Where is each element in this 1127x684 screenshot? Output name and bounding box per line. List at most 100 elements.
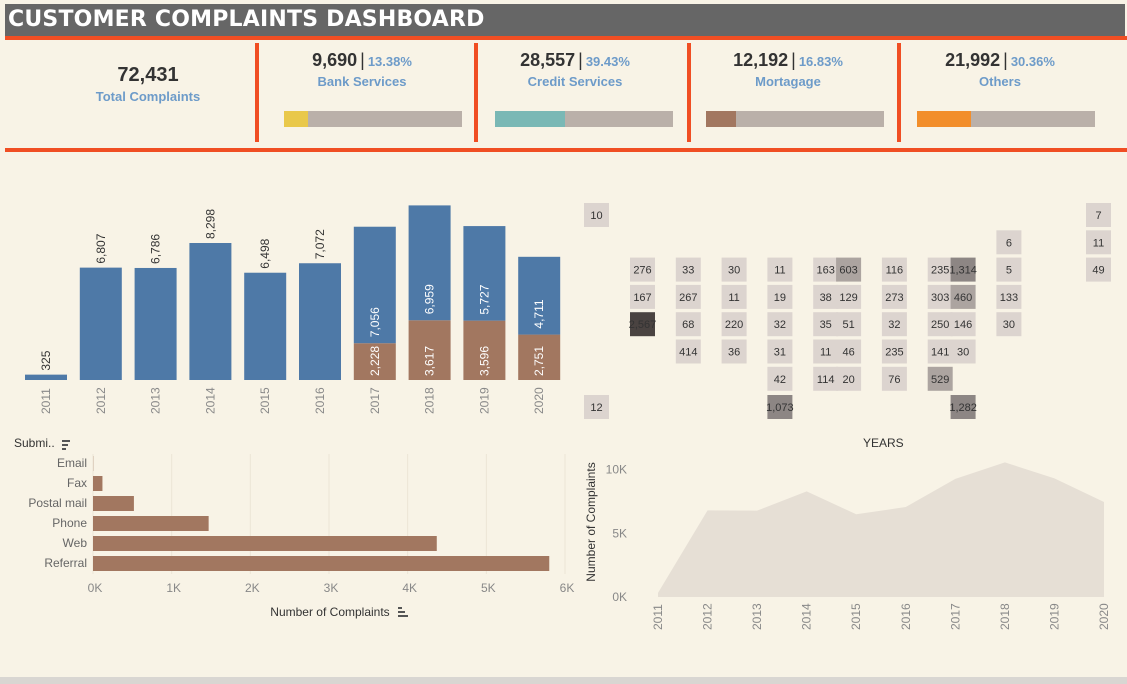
heatmap-cell [584,395,609,419]
heatmap-value: 38 [820,292,832,304]
heatmap-cell [675,312,701,337]
heatmap-cell [1086,257,1111,282]
y-axis-title: Number of Complaints [584,462,598,581]
heatmap-cell [767,339,793,364]
heatmap-value: 32 [888,319,900,331]
heatmap-cell [767,312,793,337]
heatmap-cell [927,312,953,337]
x-tick-label: 2019 [1047,603,1061,630]
heatmap-value: 30 [1003,319,1015,331]
bar-segment-secondary [463,320,506,380]
progress-fill [917,111,972,127]
mortgage-progress [706,111,884,127]
data-label: 7,056 [368,307,382,337]
bank-services-progress [284,111,462,127]
heatmap-value: 2,567 [629,319,657,331]
x-tick-label: 2017 [948,603,962,630]
heatmap-cell [881,339,907,364]
dashboard-title: CUSTOMER COMPLAINTS DASHBOARD [8,7,485,32]
channel-bar [93,536,437,551]
bar-segment-primary [25,374,67,380]
x-tick-label: 1K [166,581,181,595]
heatmap-value: 167 [633,292,651,304]
heatmap-cell [836,284,862,309]
sort-icon [62,444,68,446]
data-label: 2,228 [368,346,382,376]
yearly-bar-chart: 325 2011 6,807 2012 6,786 2013 8,298 2014 6,498 2… [25,205,561,414]
kpi-total-value: 72,431 [117,64,179,86]
horizontal-scrollbar[interactable] [0,677,1127,684]
heatmap-value: 6 [1006,237,1012,249]
kpi-value: 12,192 [733,50,789,70]
kpi-percent: 16.83% [798,54,843,69]
heatmap-value: 30 [957,347,969,359]
heatmap-value: 33 [682,265,694,277]
heatmap-value: 30 [728,265,740,277]
bar-segment-primary [134,267,177,380]
kpi-value: 9,690 [312,50,358,70]
heatmap-value: 141 [931,347,949,359]
data-label: 2,751 [532,346,546,376]
x-tick-label: 2018 [998,603,1012,630]
heatmap-cell [927,366,953,391]
heatmap-value: 11 [728,292,739,304]
y-category-label: Phone [52,516,87,530]
channel-header: Submi.. [14,436,55,450]
heatmap-value: 276 [633,265,651,277]
bar-segment-primary [408,205,451,321]
heatmap-value: 20 [842,374,854,386]
bar-segment-primary [518,256,561,335]
kpi-percent: 39.43% [585,54,630,69]
heatmap-cell [996,312,1022,337]
heatmap-cell [881,284,907,309]
kpi-divider: | [791,50,796,70]
heatmap-value: 49 [1092,265,1104,277]
heatmap-cell [630,257,655,282]
kpi-separator [474,43,478,142]
heatmap-cell [927,257,953,282]
channel-bar [93,516,209,531]
kpi-label: Others [979,74,1021,89]
sort-icon [398,607,402,609]
heatmap-cell [927,284,953,309]
y-category-label: Email [57,456,87,470]
heatmap-value: 250 [931,319,949,331]
heatmap-value: 267 [679,292,697,304]
x-tick-label: 2012 [701,603,715,630]
heatmap-axis-label: YEARS [863,436,904,450]
heatmap-cell [767,284,793,309]
heatmap-value: 68 [682,319,694,331]
data-label: 325 [39,350,53,370]
x-tick-label: 2014 [800,603,814,630]
heatmap-value: 129 [839,292,857,304]
kpi-divider: | [578,50,583,70]
heatmap-value: 11 [820,347,831,359]
x-tick-label: 2018 [423,387,437,414]
y-category-label: Fax [67,476,87,490]
heatmap-value: 31 [774,347,786,359]
heatmap-cell [675,284,701,309]
kpi-mortgage: 12,192 | 16.83% Mortagage [698,50,878,89]
bar-segment-primary [463,226,506,321]
bar-segment-primary [353,226,396,344]
sort-icon [398,615,408,617]
heatmap-value: 273 [885,292,903,304]
x-tick-label: 0K [88,581,103,595]
heatmap-cell [881,257,907,282]
heatmap-cell [767,395,793,419]
heatmap-value: 76 [888,374,900,386]
heatmap-cell [1086,203,1111,227]
x-tick-label: 3K [324,581,339,595]
heatmap-value: 414 [679,347,697,359]
data-label: 3,596 [477,346,491,376]
heatmap-cell [813,339,839,364]
heatmap-value: 12 [590,402,602,414]
bar-segment-secondary [408,320,451,380]
heatmap-value: 603 [839,265,857,277]
heatmap-value: 10 [590,210,602,222]
heatmap-cell [950,339,976,364]
heatmap-cell [996,284,1022,309]
heatmap-cell [927,339,953,364]
heatmap-cell [584,203,609,227]
